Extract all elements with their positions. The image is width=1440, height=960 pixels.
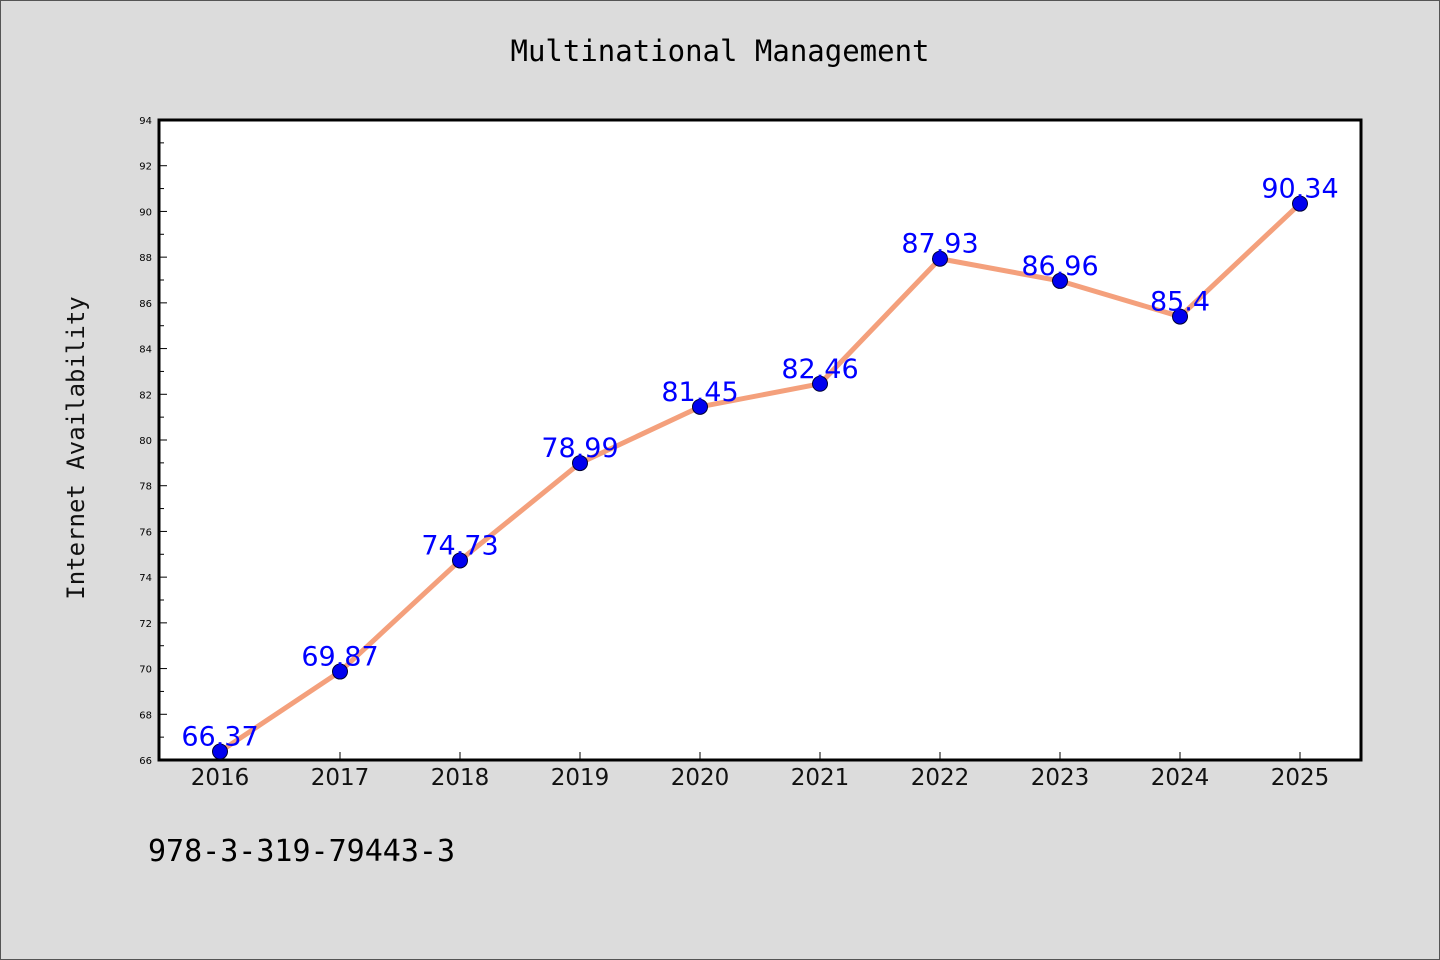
data-label: 66.37 (181, 722, 258, 753)
x-tick-label: 2021 (791, 765, 850, 791)
data-point (812, 375, 828, 392)
data-point (692, 398, 708, 415)
data-point (1052, 272, 1068, 289)
data-label: 90.34 (1261, 174, 1338, 205)
y-tick-label: 70 (139, 665, 152, 676)
data-point (452, 552, 468, 569)
data-label: 82.46 (781, 354, 858, 385)
data-point (572, 455, 588, 472)
y-tick-label: 68 (139, 710, 152, 721)
data-label: 85.4 (1150, 287, 1210, 318)
data-point (332, 663, 348, 680)
y-tick-label: 72 (139, 619, 152, 630)
chart-title: Multinational Management (510, 34, 930, 68)
data-point (1292, 195, 1308, 212)
x-tick-label: 2016 (191, 765, 250, 791)
isbn-text: 978-3-319-79443-3 (148, 834, 456, 869)
data-label: 87.93 (901, 229, 978, 260)
data-label: 86.96 (1021, 251, 1098, 282)
x-tick-label: 2019 (551, 765, 610, 791)
y-tick-label: 82 (139, 390, 152, 401)
data-label: 69.87 (301, 642, 378, 673)
x-tick-label: 2024 (1151, 765, 1210, 791)
y-tick-label: 90 (139, 207, 152, 218)
data-point (1172, 308, 1188, 325)
y-tick-label: 78 (139, 482, 152, 493)
data-point (212, 743, 228, 760)
data-label: 78.99 (541, 433, 618, 464)
y-tick-label: 76 (139, 527, 152, 538)
y-tick-label: 74 (139, 573, 152, 584)
y-tick-label: 92 (139, 162, 152, 173)
data-point (932, 250, 948, 267)
x-tick-label: 2017 (311, 765, 370, 791)
x-tick-label: 2018 (431, 765, 490, 791)
data-label: 74.73 (421, 530, 498, 561)
series-line (217, 201, 1303, 755)
y-tick-label: 94 (139, 116, 152, 127)
y-tick-label: 84 (139, 345, 152, 356)
y-tick-label: 88 (139, 253, 152, 264)
y-tick-label: 86 (139, 299, 152, 310)
y-tick-label: 66 (139, 756, 152, 767)
x-tick-label: 2025 (1271, 765, 1330, 791)
x-tick-label: 2020 (671, 765, 730, 791)
y-tick-label: 80 (139, 436, 152, 447)
x-tick-label: 2022 (911, 765, 970, 791)
x-tick-label: 2023 (1031, 765, 1090, 791)
data-label: 81.45 (661, 377, 738, 408)
